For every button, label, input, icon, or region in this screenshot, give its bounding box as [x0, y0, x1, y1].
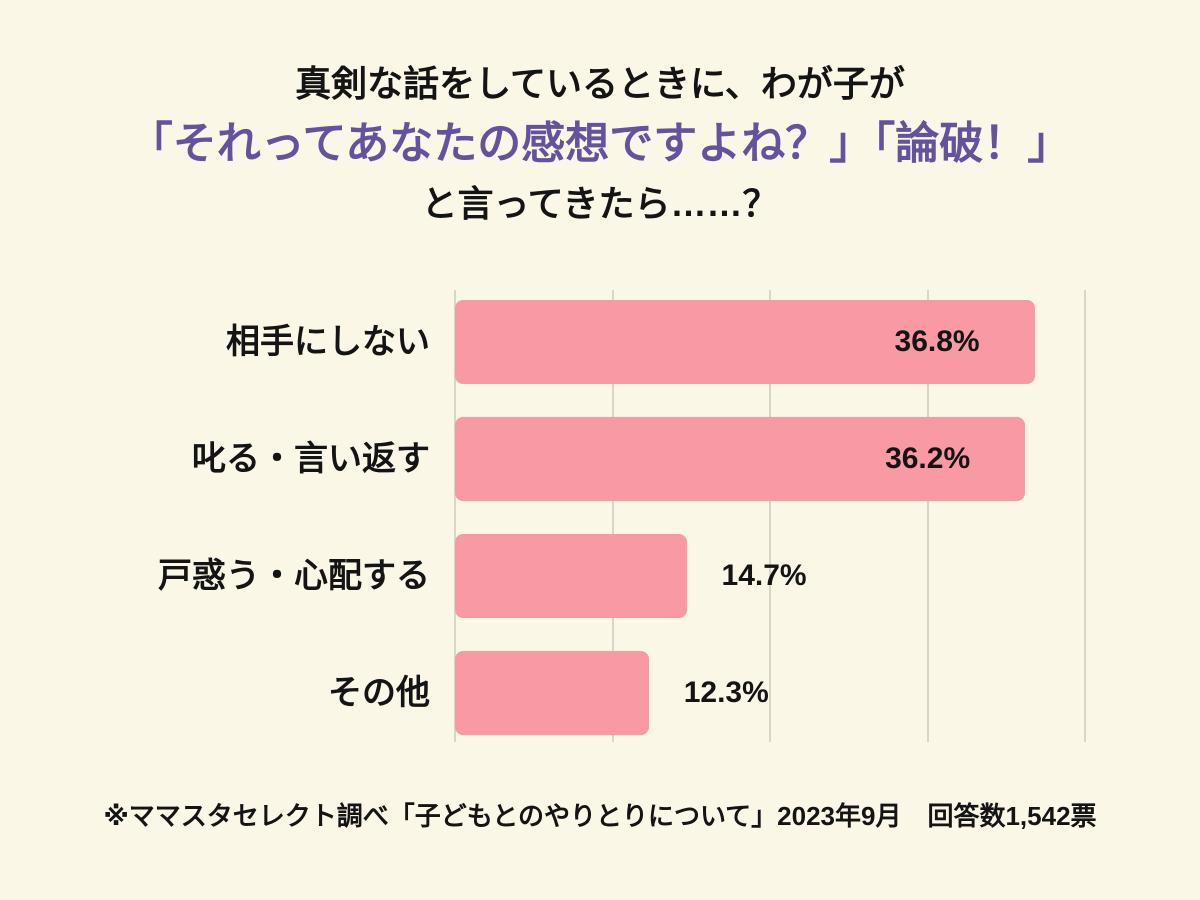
plot-area: [454, 290, 1086, 742]
category-label-0: 相手にしない: [226, 323, 430, 361]
gridline-0: [454, 290, 456, 742]
chart-title-line-1: 真剣な話をしているときに、わが子が: [295, 63, 905, 104]
chart-title-line-2-accent: 「それってあなたの感想ですよね？」「論破！」: [128, 118, 1072, 168]
source-note: ※ママスタセレクト調べ「子どもとのやりとりについて」2023年9月 回答数1,5…: [103, 801, 1097, 831]
value-label-3: 12.3%: [683, 676, 769, 709]
value-label-0: 36.8%: [894, 325, 980, 358]
value-label-1: 36.2%: [885, 442, 971, 475]
value-label-2: 14.7%: [721, 559, 807, 592]
category-label-1: 叱る・言い返す: [192, 440, 430, 478]
bar-0: [455, 300, 1035, 384]
bar-row-2: 戸惑う・心配する 14.7%: [0, 534, 1200, 618]
bar-row-0: 相手にしない 36.8%: [0, 300, 1200, 384]
category-label-2: 戸惑う・心配する: [158, 557, 430, 595]
bar-2: [455, 534, 687, 618]
gridline-30: [926, 290, 929, 742]
gridline-40: [1084, 290, 1086, 742]
bar-chart: 相手にしない 36.8% 叱る・言い返す 36.2% 戸惑う・心配する 14.7% その他 1…: [0, 290, 1200, 742]
chart-title: 真剣な話をしているときに、わが子が 「それってあなたの感想ですよね？」「論破！」…: [0, 56, 1200, 231]
gridline-20: [769, 290, 771, 742]
bar-row-3: その他 12.3%: [0, 651, 1200, 735]
category-label-3: その他: [328, 674, 430, 712]
bar-row-1: 叱る・言い返す 36.2%: [0, 417, 1200, 501]
bar-3: [455, 651, 649, 735]
chart-title-line-3: と言ってきたら……？: [421, 182, 779, 224]
gridline-10: [611, 290, 614, 742]
bar-1: [455, 417, 1026, 501]
